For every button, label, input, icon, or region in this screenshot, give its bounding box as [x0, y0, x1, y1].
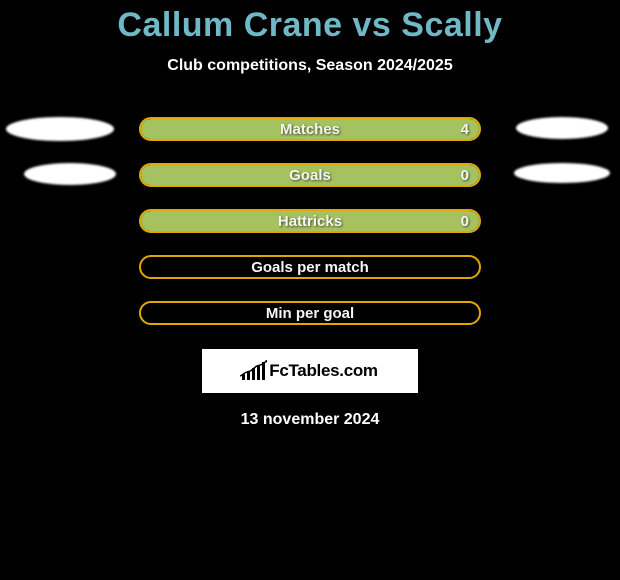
- stat-label: Hattricks: [278, 213, 342, 230]
- stat-bar: Matches 4: [139, 117, 481, 141]
- stat-bar: Hattricks 0: [139, 209, 481, 233]
- stat-row: Goals per match: [0, 255, 620, 279]
- stat-row: Min per goal: [0, 301, 620, 325]
- stat-value: 0: [461, 167, 469, 184]
- logo-text: FcTables.com: [269, 361, 378, 381]
- stat-bar: Goals 0: [139, 163, 481, 187]
- decorative-blob: [24, 163, 116, 185]
- stat-label: Matches: [280, 121, 340, 138]
- stat-label: Goals per match: [251, 259, 369, 276]
- decorative-blob: [516, 117, 608, 139]
- fctables-logo: FcTables.com: [202, 349, 418, 393]
- decorative-blob: [514, 163, 610, 183]
- stat-value: 4: [461, 121, 469, 138]
- stat-value: 0: [461, 213, 469, 230]
- stat-row: Hattricks 0: [0, 209, 620, 233]
- logo-chart-icon: [242, 362, 265, 380]
- stat-row: Matches 4: [0, 117, 620, 141]
- stat-bar: Goals per match: [139, 255, 481, 279]
- decorative-blob: [6, 117, 114, 141]
- stat-bar: Min per goal: [139, 301, 481, 325]
- stat-label: Goals: [289, 167, 331, 184]
- subtitle: Club competitions, Season 2024/2025: [0, 57, 620, 75]
- stat-label: Min per goal: [266, 305, 354, 322]
- date-text: 13 november 2024: [0, 411, 620, 429]
- stat-row: Goals 0: [0, 163, 620, 187]
- page-title: Callum Crane vs Scally: [0, 0, 620, 45]
- stat-rows: Matches 4 Goals 0 Hattricks 0 Goals per match M…: [0, 117, 620, 325]
